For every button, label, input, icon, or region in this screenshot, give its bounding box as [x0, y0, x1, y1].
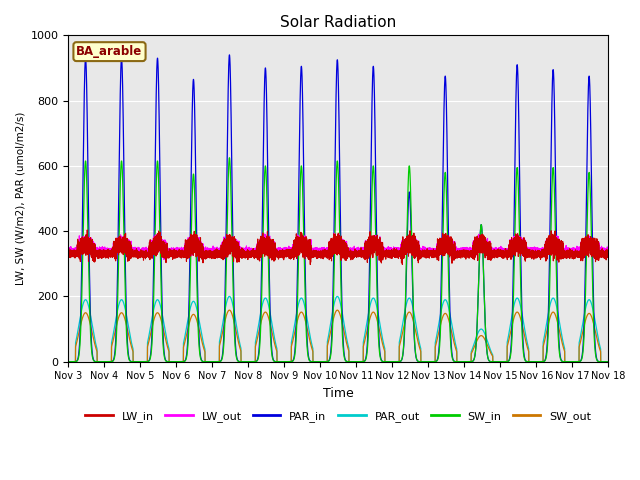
PAR_out: [409, 303, 417, 309]
PAR_in: [498, 359, 506, 365]
LW_in: [604, 250, 612, 255]
SW_in: [409, 282, 417, 288]
SW_out: [65, 359, 72, 365]
LW_out: [498, 248, 506, 253]
PAR_in: [225, 52, 233, 58]
LW_in: [506, 249, 513, 255]
X-axis label: Time: Time: [323, 387, 353, 400]
PAR_in: [484, 357, 492, 362]
PAR_out: [498, 359, 506, 365]
Line: SW_out: SW_out: [68, 310, 608, 362]
PAR_in: [506, 357, 513, 362]
SW_in: [604, 359, 612, 365]
LW_in: [307, 262, 314, 267]
SW_out: [93, 347, 100, 353]
LW_out: [470, 248, 477, 253]
LW_out: [409, 235, 417, 241]
PAR_out: [604, 359, 612, 365]
PAR_out: [225, 294, 233, 300]
SW_in: [470, 357, 477, 363]
Line: PAR_out: PAR_out: [68, 297, 608, 362]
LW_in: [484, 242, 492, 248]
LW_in: [65, 251, 72, 257]
PAR_in: [409, 292, 417, 298]
LW_in: [93, 248, 100, 254]
Line: LW_in: LW_in: [68, 230, 608, 264]
SW_out: [604, 359, 612, 365]
LW_in: [470, 249, 477, 254]
Line: SW_in: SW_in: [68, 158, 608, 362]
PAR_out: [470, 342, 477, 348]
LW_out: [604, 247, 612, 252]
PAR_in: [65, 359, 72, 365]
SW_in: [65, 359, 72, 365]
LW_out: [160, 257, 168, 263]
Line: LW_out: LW_out: [68, 233, 608, 260]
SW_in: [484, 357, 492, 362]
PAR_in: [604, 359, 612, 365]
SW_in: [506, 358, 513, 363]
Legend: LW_in, LW_out, PAR_in, PAR_out, SW_in, SW_out: LW_in, LW_out, PAR_in, PAR_out, SW_in, S…: [81, 407, 596, 426]
PAR_out: [484, 341, 492, 347]
LW_out: [65, 248, 72, 254]
SW_in: [225, 155, 233, 161]
PAR_out: [65, 359, 72, 365]
LW_in: [83, 227, 91, 233]
LW_out: [330, 230, 338, 236]
LW_out: [93, 249, 100, 254]
SW_out: [506, 335, 513, 341]
SW_in: [498, 359, 506, 365]
LW_out: [484, 247, 492, 253]
SW_out: [484, 345, 492, 350]
PAR_out: [93, 344, 100, 350]
SW_out: [470, 345, 477, 351]
SW_out: [225, 307, 233, 313]
PAR_in: [470, 357, 477, 363]
Title: Solar Radiation: Solar Radiation: [280, 15, 396, 30]
LW_in: [498, 252, 506, 257]
SW_out: [409, 316, 417, 322]
SW_in: [93, 359, 100, 365]
Y-axis label: LW, SW (W/m2), PAR (umol/m2/s): LW, SW (W/m2), PAR (umol/m2/s): [15, 112, 25, 285]
Line: PAR_in: PAR_in: [68, 55, 608, 362]
PAR_in: [93, 359, 100, 364]
Text: BA_arable: BA_arable: [76, 45, 143, 58]
PAR_out: [506, 329, 513, 335]
LW_out: [506, 248, 513, 253]
LW_in: [409, 241, 417, 247]
SW_out: [498, 359, 506, 365]
